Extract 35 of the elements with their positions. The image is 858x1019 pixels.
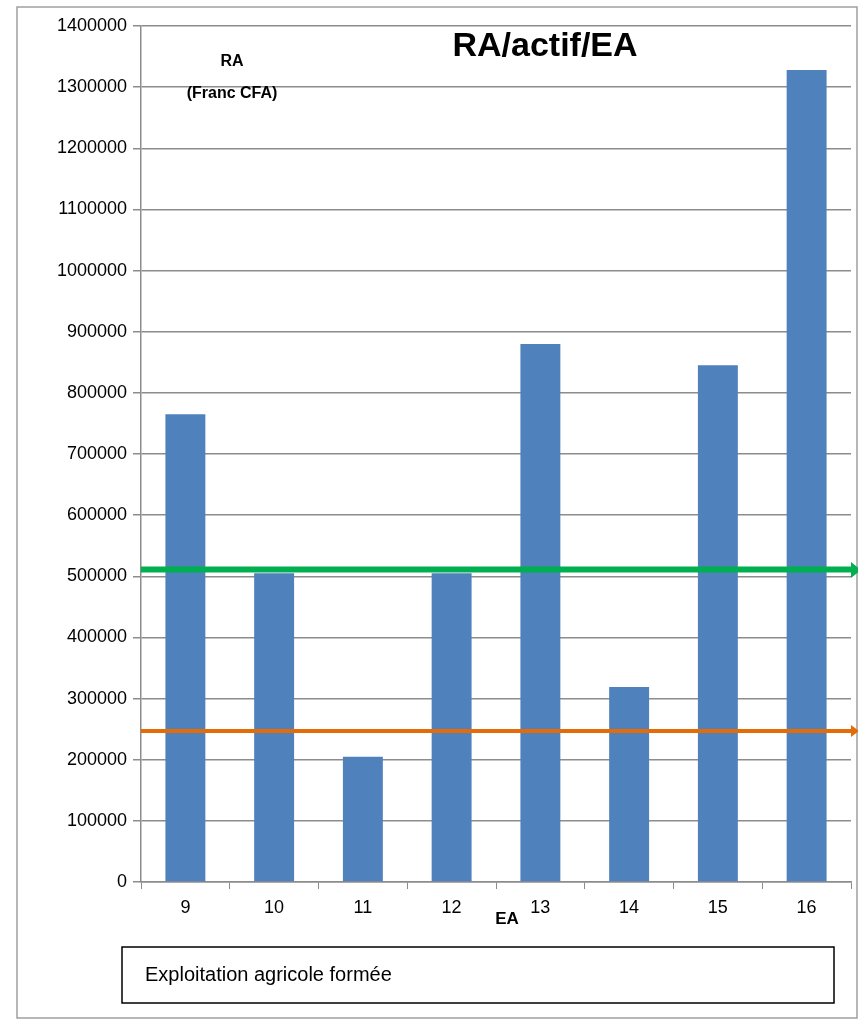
bar xyxy=(254,573,295,882)
chart-title: RA/actif/EA xyxy=(452,25,638,64)
y-tick-label: 900000 xyxy=(66,320,127,341)
x-axis-title: EA xyxy=(495,908,519,928)
x-tick-label: 11 xyxy=(353,896,373,917)
y-tick-label: 100000 xyxy=(66,809,127,830)
y-tick-label: 400000 xyxy=(66,626,127,647)
x-tick-label: 9 xyxy=(180,896,191,917)
y-tick-label: 1200000 xyxy=(56,137,127,158)
bar xyxy=(165,414,206,882)
y-tick-label: 0 xyxy=(116,870,127,891)
y-tick-label: 600000 xyxy=(66,504,127,525)
bar xyxy=(431,573,472,882)
bar xyxy=(342,756,383,882)
y-tick-label: 500000 xyxy=(66,565,127,586)
y-tick-label: 1100000 xyxy=(58,198,127,219)
bar xyxy=(609,686,650,882)
bar xyxy=(520,343,561,882)
x-tick-label: 10 xyxy=(264,896,285,917)
y-tick-label: 800000 xyxy=(66,381,127,402)
bar xyxy=(697,365,738,882)
y-tick-label: 1300000 xyxy=(56,76,127,97)
x-tick-label: 12 xyxy=(441,896,462,917)
x-tick-label: 15 xyxy=(707,896,728,917)
text: Exploitation agricole formée xyxy=(145,962,392,985)
x-tick-label: 13 xyxy=(530,896,551,917)
bar xyxy=(786,70,827,882)
y-tick-label: 300000 xyxy=(66,687,127,708)
x-tick-label: 14 xyxy=(619,896,640,917)
x-tick-label: 16 xyxy=(796,896,817,917)
y-tick-label: 700000 xyxy=(66,442,127,463)
y-tick-label: 200000 xyxy=(66,748,127,769)
y-tick-label: 1400000 xyxy=(56,14,127,35)
y-axis-title: RA (Franc CFA) xyxy=(186,52,278,102)
y-tick-label: 1000000 xyxy=(56,259,127,280)
